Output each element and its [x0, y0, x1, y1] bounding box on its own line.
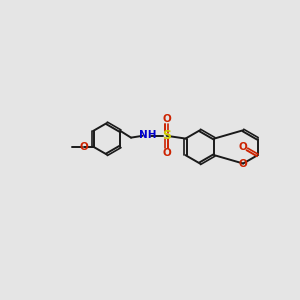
Text: O: O — [238, 142, 247, 152]
Text: NH: NH — [139, 130, 156, 140]
Text: O: O — [162, 148, 171, 158]
Text: O: O — [162, 114, 171, 124]
Text: S: S — [162, 129, 171, 142]
Text: O: O — [79, 142, 88, 152]
Text: O: O — [239, 158, 248, 169]
